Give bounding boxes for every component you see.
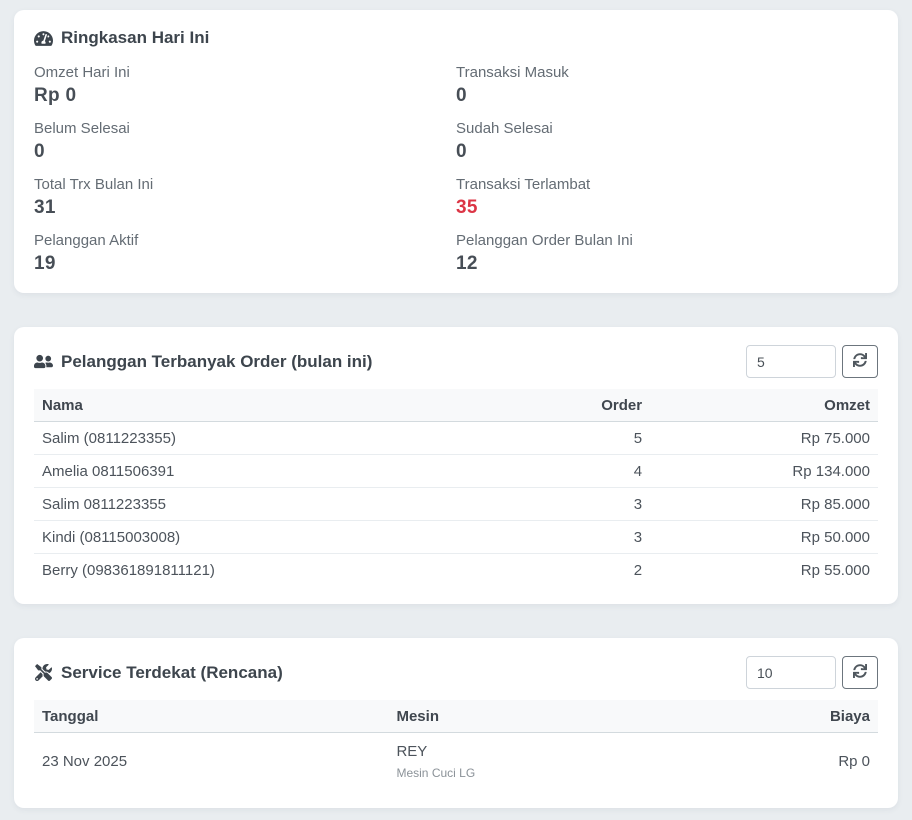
service-cost: Rp 0 [838,753,870,770]
customer-row: Salim (0811223355) 5 Rp 75.000 [34,421,878,455]
customer-order-count: 4 [540,454,651,488]
stat-value: 12 [456,253,478,274]
service-machine-detail: Mesin Cuci LG [396,766,476,780]
customer-order-count: 5 [540,421,651,455]
stat-transaksi-masuk: Transaksi Masuk 0 [456,64,878,107]
service-refresh-button[interactable] [842,656,878,689]
stat-value: 19 [34,253,56,274]
service-header: Service Terdekat (Rencana) [34,656,878,689]
stat-label: Omzet Hari Ini [34,64,130,81]
column-header-omzet: Omzet [650,389,878,422]
stat-pelanggan-aktif: Pelanggan Aktif 19 [34,232,456,275]
service-date: 23 Nov 2025 [42,753,128,770]
stat-omzet-hari-ini: Omzet Hari Ini Rp 0 [34,64,456,107]
table-header-row: Nama Order Omzet [34,389,878,422]
customer-omzet: Rp 75.000 [650,421,878,455]
stat-label: Pelanggan Order Bulan Ini [456,232,633,249]
service-limit-input[interactable] [746,656,836,689]
service-controls [746,656,878,689]
summary-title-text: Ringkasan Hari Ini [61,28,210,47]
stat-value-danger: 35 [456,197,478,218]
service-title-text: Service Terdekat (Rencana) [61,662,283,682]
table-header-row: Tanggal Mesin Biaya [34,700,878,733]
tools-icon [34,664,53,681]
customer-name: Salim 0811223355 [34,487,541,521]
customer-omzet: Rp 55.000 [800,561,870,579]
service-row: 23 Nov 2025 REY Mesin Cuci LG Rp 0 [34,733,878,791]
summary-card-title: Ringkasan Hari Ini [34,28,878,48]
stat-total-trx-bulan-ini: Total Trx Bulan Ini 31 [34,176,456,219]
top-customers-header: Pelanggan Terbanyak Order (bulan ini) [34,345,878,378]
customer-order-count: 3 [540,520,651,554]
top-customers-limit-input[interactable] [746,345,836,378]
stat-value: 31 [34,197,56,218]
service-machine-cell: REY Mesin Cuci LG [388,733,709,791]
stat-sudah-selesai: Sudah Selesai 0 [456,120,878,163]
customer-name: Salim (0811223355) [34,421,541,455]
top-customers-controls [746,345,878,378]
sync-icon [853,353,867,370]
summary-card: Ringkasan Hari Ini Omzet Hari Ini Rp 0 T… [14,10,898,293]
top-customers-card: Pelanggan Terbanyak Order (bulan ini) Na… [14,327,898,604]
customer-omzet: Rp 85.000 [650,487,878,521]
column-header-biaya: Biaya [709,700,878,733]
customer-row: Kindi (08115003008) 3 Rp 50.000 [34,520,878,554]
summary-stats-grid: Omzet Hari Ini Rp 0 Transaksi Masuk 0 Be… [34,64,878,275]
customer-name: Berry (098361891811121) [42,561,215,579]
customer-row: Berry (098361891811121) 2 Rp 55.000 [34,554,878,587]
customer-name: Kindi (08115003008) [34,520,541,554]
stat-label: Total Trx Bulan Ini [34,176,154,193]
column-header-mesin: Mesin [388,700,710,733]
top-customers-table: Nama Order Omzet Salim (0811223355) 5 Rp… [34,389,878,586]
stat-value: Rp 0 [34,85,77,106]
customer-name: Amelia 0811506391 [34,454,541,488]
customer-row: Salim 0811223355 3 Rp 85.000 [34,487,878,521]
stat-belum-selesai: Belum Selesai 0 [34,120,456,163]
customer-row: Amelia 0811506391 4 Rp 134.000 [34,454,878,488]
top-customers-title-text: Pelanggan Terbanyak Order (bulan ini) [61,351,373,371]
stat-value: 0 [34,141,45,162]
customer-order-count: 2 [633,561,643,579]
service-title: Service Terdekat (Rencana) [34,663,283,683]
stat-label: Transaksi Masuk [456,64,569,81]
service-machine-name: REY [396,743,428,760]
tachometer-icon [34,30,53,47]
top-customers-refresh-button[interactable] [842,345,878,378]
column-header-tanggal: Tanggal [34,700,389,733]
stat-label: Belum Selesai [34,120,130,137]
column-header-nama: Nama [34,389,541,422]
stat-value: 0 [456,141,467,162]
top-customers-title: Pelanggan Terbanyak Order (bulan ini) [34,352,372,372]
customer-order-count: 3 [540,487,651,521]
column-header-order: Order [540,389,651,422]
users-icon [34,353,53,370]
stat-label: Sudah Selesai [456,120,553,137]
stat-value: 0 [456,85,467,106]
service-card: Service Terdekat (Rencana) Tanggal Mesin… [14,638,898,808]
stat-label: Pelanggan Aktif [34,232,139,249]
stat-transaksi-terlambat: Transaksi Terlambat 35 [456,176,878,219]
sync-icon [853,664,867,681]
stat-pelanggan-order-bulan-ini: Pelanggan Order Bulan Ini 12 [456,232,878,275]
service-table: Tanggal Mesin Biaya 23 Nov 2025 REY Mesi… [34,700,878,790]
customer-omzet: Rp 134.000 [650,454,878,488]
customer-omzet: Rp 50.000 [650,520,878,554]
stat-label: Transaksi Terlambat [456,176,591,193]
